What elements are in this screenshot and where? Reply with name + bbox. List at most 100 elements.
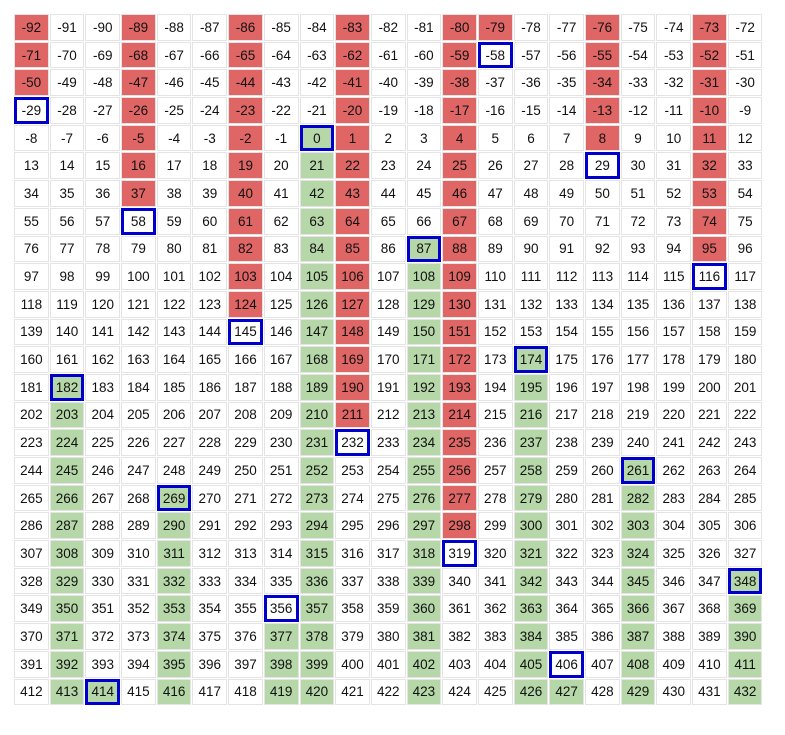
grid-cell: 282	[620, 484, 656, 512]
grid-cell: 108	[406, 263, 442, 290]
grid-cell: 66	[406, 207, 442, 235]
grid-cell: 142	[121, 318, 156, 346]
grid-cell: 88	[442, 235, 477, 263]
grid-cell: 347	[692, 567, 727, 595]
grid-cell: 115	[656, 263, 692, 290]
grid-cell: 101	[156, 263, 192, 290]
grid-cell: 242	[692, 429, 727, 456]
grid-cell: 427	[549, 678, 584, 706]
grid-cell: 94	[656, 235, 692, 263]
grid-cell: -32	[656, 69, 692, 97]
grid-cell: 49	[549, 180, 584, 207]
grid-cell: 132	[513, 290, 549, 318]
grid-cell: -38	[442, 69, 477, 97]
grid-cell: 50	[585, 180, 620, 207]
grid-cell: 9	[620, 124, 656, 152]
grid-cell: 118	[14, 290, 49, 318]
grid-cell: 334	[228, 567, 263, 595]
grid-cell: 264	[727, 457, 763, 484]
grid-cell: 333	[192, 567, 228, 595]
grid-cell: 46	[442, 180, 477, 207]
grid-cell: 105	[299, 263, 335, 290]
grid-cell: -22	[263, 97, 299, 124]
grid-cell: 348	[727, 567, 763, 595]
grid-cell: 336	[299, 567, 335, 595]
grid-cell: 133	[549, 290, 584, 318]
grid-cell: 408	[620, 650, 656, 678]
grid-cell: 239	[585, 429, 620, 456]
grid-cell: 85	[335, 235, 370, 263]
grid-cell: 415	[121, 678, 156, 706]
grid-cell: 103	[228, 263, 263, 290]
grid-cell: -41	[335, 69, 370, 97]
grid-cell: -73	[692, 14, 727, 41]
grid-cell: 171	[406, 346, 442, 373]
grid-cell: 267	[85, 484, 121, 512]
grid-cell: 429	[620, 678, 656, 706]
grid-cell: 233	[370, 429, 406, 456]
grid-cell: 422	[370, 678, 406, 706]
grid-cell: 319	[442, 540, 477, 567]
grid-cell: 313	[228, 540, 263, 567]
grid-cell: 8	[585, 124, 620, 152]
grid-cell: 112	[549, 263, 584, 290]
grid-cell: 146	[263, 318, 299, 346]
grid-cell: 104	[263, 263, 299, 290]
grid-cell: 190	[335, 373, 370, 401]
grid-cell: 79	[121, 235, 156, 263]
grid-cell: 271	[228, 484, 263, 512]
grid-cell: -9	[727, 97, 763, 124]
grid-cell: -37	[477, 69, 513, 97]
grid-cell: 42	[299, 180, 335, 207]
grid-cell: 13	[14, 152, 49, 180]
grid-cell: -66	[192, 41, 228, 69]
grid-cell: 117	[727, 263, 763, 290]
grid-cell: 350	[49, 595, 85, 623]
grid-cell: 147	[299, 318, 335, 346]
grid-cell: 339	[406, 567, 442, 595]
grid-cell: 196	[549, 373, 584, 401]
grid-cell: 70	[549, 207, 584, 235]
grid-cell: 193	[442, 373, 477, 401]
grid-cell: 343	[549, 567, 584, 595]
grid-cell: -42	[299, 69, 335, 97]
grid-cell: 245	[49, 457, 85, 484]
grid-cell: 130	[442, 290, 477, 318]
grid-cell: 16	[121, 152, 156, 180]
grid-cell: 419	[263, 678, 299, 706]
grid-cell: 421	[335, 678, 370, 706]
grid-cell: -58	[477, 41, 513, 69]
grid-cell: -12	[620, 97, 656, 124]
grid-cell: -18	[406, 97, 442, 124]
grid-cell: -74	[656, 14, 692, 41]
grid-cell: 23	[370, 152, 406, 180]
grid-cell: 126	[299, 290, 335, 318]
grid-cell: 272	[263, 484, 299, 512]
grid-cell: -65	[228, 41, 263, 69]
grid-cell: 355	[228, 595, 263, 623]
grid-cell: 394	[121, 650, 156, 678]
grid-cell: 414	[85, 678, 121, 706]
grid-cell: -50	[14, 69, 49, 97]
grid-cell: 22	[335, 152, 370, 180]
grid-cell: 207	[192, 401, 228, 429]
grid-cell: 323	[585, 540, 620, 567]
grid-cell: -19	[370, 97, 406, 124]
grid-cell: 178	[656, 346, 692, 373]
grid-cell: 295	[335, 512, 370, 540]
grid-cell: 91	[549, 235, 584, 263]
grid-cell: 134	[585, 290, 620, 318]
grid-cell: 384	[513, 623, 549, 650]
grid-cell: 406	[549, 650, 584, 678]
grid-cell: 412	[14, 678, 49, 706]
grid-cell: 375	[192, 623, 228, 650]
grid-cell: 329	[49, 567, 85, 595]
grid-cell: 234	[406, 429, 442, 456]
grid-cell: 11	[692, 124, 727, 152]
grid-cell: 175	[549, 346, 584, 373]
grid-cell: -89	[121, 14, 156, 41]
grid-cell: 370	[14, 623, 49, 650]
grid-cell: 113	[585, 263, 620, 290]
grid-cell: 154	[549, 318, 584, 346]
grid-cell: 308	[49, 540, 85, 567]
